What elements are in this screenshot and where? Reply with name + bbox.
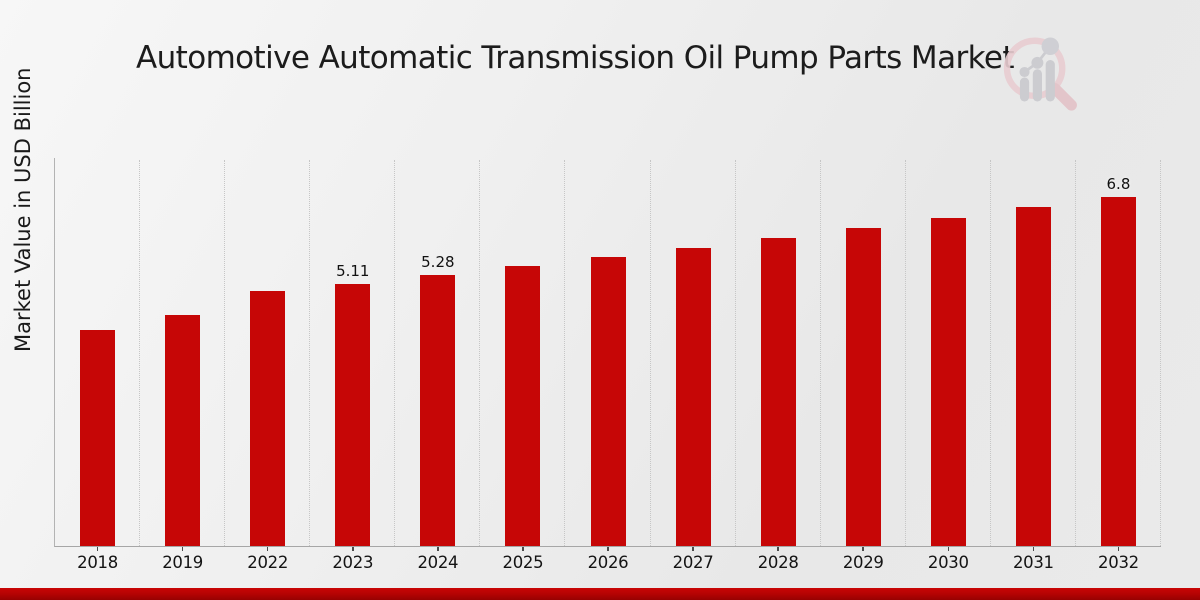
x-tick-label-2030: 2030	[927, 553, 969, 572]
gridline-3	[309, 160, 311, 546]
bar-2025	[505, 266, 541, 546]
chart-title: Automotive Automatic Transmission Oil Pu…	[136, 40, 1015, 76]
x-tick-2026	[607, 547, 609, 551]
x-tick-label-2027: 2027	[672, 553, 714, 572]
gridline-7	[649, 160, 651, 546]
bar-2031	[1015, 207, 1051, 546]
x-tick-2030	[947, 547, 950, 551]
x-tick-label-2024: 2024	[417, 553, 459, 572]
x-tick-label-2025: 2025	[502, 553, 544, 572]
bar-2032	[1100, 197, 1136, 546]
x-tick-2024	[437, 547, 439, 551]
magnifier-chart-logo-icon	[1003, 37, 1077, 111]
x-tick-label-2032: 2032	[1098, 553, 1139, 572]
bar-2027	[675, 247, 711, 546]
gridline-9	[819, 160, 821, 546]
bar-2018	[80, 329, 116, 546]
x-tick-2022	[266, 547, 269, 551]
x-tick-2028	[777, 547, 779, 551]
x-tick-2023	[352, 547, 354, 551]
gridline-6	[564, 160, 566, 546]
bar-2019	[165, 314, 201, 546]
x-tick-label-2019: 2019	[162, 553, 203, 572]
bar-2029	[845, 227, 881, 546]
gridline-5	[479, 160, 481, 546]
x-tick-label-2029: 2029	[842, 553, 884, 572]
x-tick-2031	[1032, 547, 1035, 551]
gridline-10	[904, 160, 906, 546]
gridline-4	[394, 160, 396, 546]
bar-2024	[420, 275, 456, 546]
x-tick-2018	[96, 547, 99, 551]
gridline-11	[989, 160, 991, 546]
footer-accent-bar	[0, 588, 1200, 600]
x-tick-label-2028: 2028	[757, 553, 799, 572]
x-tick-2025	[522, 547, 524, 551]
value-label-2032: 6.8	[1106, 175, 1131, 194]
bar-2022	[250, 290, 286, 546]
gridline-8	[734, 160, 736, 546]
x-tick-label-2023: 2023	[332, 553, 374, 572]
bar-2030	[930, 217, 966, 546]
gridline-2	[224, 160, 226, 546]
gridline-13	[1160, 160, 1161, 546]
value-label-2024: 5.28	[421, 253, 455, 272]
x-tick-2019	[181, 547, 184, 551]
x-tick-2027	[692, 547, 694, 551]
x-tick-2032	[1117, 547, 1120, 551]
x-tick-label-2018: 2018	[77, 553, 118, 572]
value-label-2023: 5.11	[336, 261, 370, 280]
x-tick-label-2026: 2026	[587, 553, 629, 572]
bar-2023	[335, 283, 371, 546]
x-tick-2029	[862, 547, 864, 551]
x-tick-label-2031: 2031	[1012, 553, 1054, 572]
gridline-1	[139, 160, 141, 546]
bar-2026	[590, 257, 626, 546]
plot-area: 2018 2019 2022 5.11 2023 5.28 2024 2025 2026 2027…	[54, 158, 1161, 572]
bar-2028	[760, 238, 796, 546]
x-tick-label-2022: 2022	[247, 553, 289, 572]
gridline-12	[1074, 160, 1076, 546]
